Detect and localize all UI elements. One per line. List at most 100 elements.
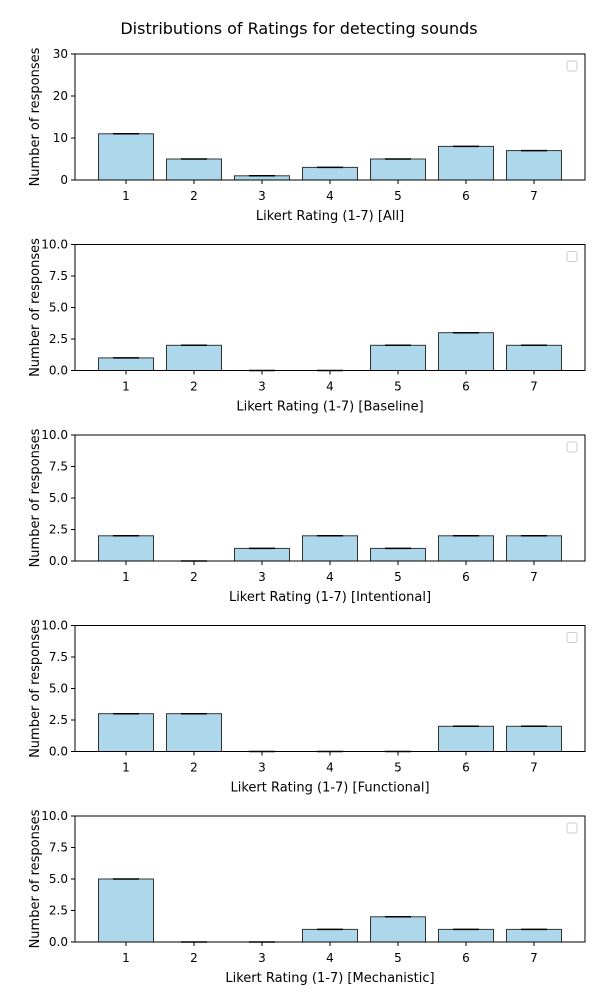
bar-1 [98, 535, 154, 562]
x-axis-label: Likert Rating (1-7) [All] [256, 209, 404, 224]
x-tick-label: 6 [462, 761, 470, 775]
y-tick-label: 2.5 [49, 523, 68, 537]
bar-7 [506, 928, 562, 943]
legend-box [566, 822, 578, 834]
y-tick-label: 30 [53, 47, 68, 61]
y-tick-label: 0.0 [49, 554, 68, 568]
y-tick-label: 0.0 [49, 364, 68, 378]
x-tick-label: 2 [190, 570, 198, 584]
bar-7 [506, 150, 562, 181]
x-tick-label: 5 [394, 951, 402, 965]
x-tick-label: 5 [394, 761, 402, 775]
x-tick-label: 6 [462, 380, 470, 394]
bar-4 [302, 166, 358, 181]
y-tick-label: 7.5 [49, 841, 68, 855]
x-tick-label: 7 [530, 189, 538, 203]
bar-5 [370, 344, 426, 371]
x-axis-label: Likert Rating (1-7) [Functional] [230, 781, 429, 796]
y-tick-label: 2.5 [49, 904, 68, 918]
y-tick-label: 7.5 [49, 460, 68, 474]
x-tick-label: 5 [394, 189, 402, 203]
x-tick-label: 1 [122, 380, 130, 394]
bar-2 [166, 713, 222, 753]
bar-6 [438, 145, 494, 181]
bar-1 [98, 878, 154, 943]
y-tick-label: 10.0 [41, 809, 68, 823]
bar-4 [302, 928, 358, 943]
x-tick-label: 3 [258, 380, 266, 394]
x-axis-label: Likert Rating (1-7) [Baseline] [236, 400, 423, 415]
bar-2 [166, 344, 222, 371]
x-tick-label: 6 [462, 189, 470, 203]
bar-6 [438, 928, 494, 943]
x-tick-label: 7 [530, 570, 538, 584]
x-tick-label: 2 [190, 380, 198, 394]
y-tick-label: 2.5 [49, 713, 68, 727]
bar-1 [98, 713, 154, 753]
y-axis-label: Number of responses [28, 809, 43, 948]
y-tick-label: 0.0 [49, 745, 68, 759]
bar-7 [506, 535, 562, 562]
x-tick-label: 3 [258, 951, 266, 965]
x-tick-label: 1 [122, 761, 130, 775]
x-tick-label: 2 [190, 951, 198, 965]
y-axis-label: Number of responses [28, 619, 43, 758]
x-tick-label: 4 [326, 951, 334, 965]
x-tick-label: 7 [530, 380, 538, 394]
chart-panel-4: 1 2 3 4 5 6 7 0.0 2.5 5.0 7.5 10.0 Likert Rating (1-… [28, 619, 586, 796]
chart-panel-5: 1 2 3 4 5 6 7 0.0 2.5 5.0 7.5 10.0 Likert Rating (1-… [28, 809, 586, 986]
y-tick-label: 5.0 [49, 682, 68, 696]
x-tick-label: 5 [394, 380, 402, 394]
figure-title: Distributions of Ratings for detecting s… [120, 19, 477, 38]
x-tick-label: 2 [190, 189, 198, 203]
bar-6 [438, 332, 494, 372]
x-tick-label: 6 [462, 570, 470, 584]
x-axis-label: Likert Rating (1-7) [Mechanistic] [225, 971, 434, 986]
bar-5 [370, 547, 426, 562]
x-tick-label: 5 [394, 570, 402, 584]
y-tick-label: 0 [60, 173, 68, 187]
y-axis-label: Number of responses [28, 238, 43, 377]
y-tick-label: 2.5 [49, 332, 68, 346]
bar-1 [98, 357, 154, 371]
chart-panel-3: 1 2 3 4 5 6 7 0.0 2.5 5.0 7.5 10.0 Likert Rating (1-… [28, 428, 586, 605]
legend-box [566, 60, 578, 72]
x-tick-label: 1 [122, 189, 130, 203]
bar-2 [166, 158, 222, 181]
bar-7 [506, 344, 562, 371]
bar-5 [370, 158, 426, 181]
chart-panel-1: 1 2 3 4 5 6 7 0 10 20 30 Likert Rating (1-7) [All] N… [28, 47, 586, 224]
y-tick-label: 7.5 [49, 269, 68, 283]
x-tick-label: 7 [530, 951, 538, 965]
bar-4 [302, 535, 358, 562]
y-axis-label: Number of responses [28, 47, 43, 186]
legend-box [566, 632, 578, 643]
y-tick-label: 5.0 [49, 301, 68, 315]
axes-frame [74, 53, 586, 181]
y-tick-label: 20 [53, 89, 68, 103]
y-tick-label: 10.0 [41, 238, 68, 252]
y-tick-label: 7.5 [49, 650, 68, 664]
x-tick-label: 7 [530, 761, 538, 775]
bar-3 [234, 547, 290, 562]
x-tick-label: 6 [462, 951, 470, 965]
bar-6 [438, 725, 494, 752]
y-tick-label: 10.0 [41, 619, 68, 633]
bar-5 [370, 916, 426, 943]
y-tick-label: 5.0 [49, 872, 68, 886]
x-axis-label: Likert Rating (1-7) [Intentional] [229, 590, 431, 605]
x-tick-label: 4 [326, 761, 334, 775]
legend-box [566, 251, 578, 262]
x-tick-label: 4 [326, 570, 334, 584]
y-axis-label: Number of responses [28, 428, 43, 567]
x-tick-label: 3 [258, 189, 266, 203]
y-tick-label: 0.0 [49, 935, 68, 949]
bar-1 [98, 133, 154, 181]
x-tick-label: 1 [122, 570, 130, 584]
x-tick-label: 2 [190, 761, 198, 775]
x-tick-label: 1 [122, 951, 130, 965]
x-tick-label: 3 [258, 570, 266, 584]
x-tick-label: 3 [258, 761, 266, 775]
x-tick-label: 4 [326, 189, 334, 203]
